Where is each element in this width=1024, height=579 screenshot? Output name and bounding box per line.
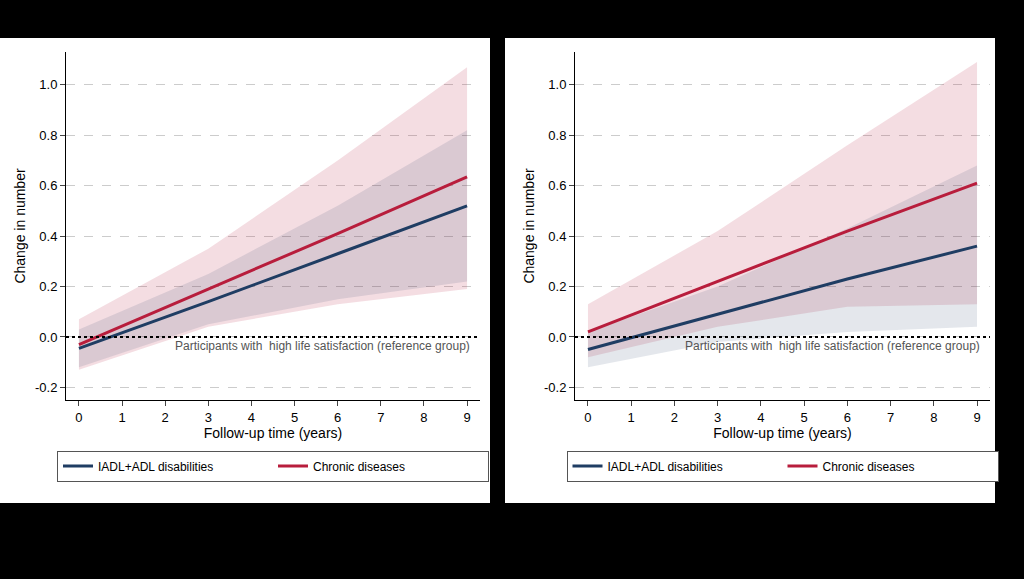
svg-text:0.6: 0.6 (39, 178, 57, 193)
svg-text:Change in number: Change in number (12, 168, 28, 284)
svg-text:0.2: 0.2 (548, 279, 566, 294)
svg-text:0.6: 0.6 (548, 178, 566, 193)
svg-text:0.8: 0.8 (548, 128, 566, 143)
svg-text:0: 0 (584, 410, 591, 425)
svg-text:Chronic diseases: Chronic diseases (313, 460, 405, 474)
svg-text:IADL+ADL disabilities: IADL+ADL disabilities (98, 460, 213, 474)
svg-text:-0.2: -0.2 (544, 380, 566, 395)
svg-text:0.4: 0.4 (39, 229, 57, 244)
svg-text:7: 7 (887, 410, 894, 425)
svg-text:9: 9 (973, 410, 980, 425)
svg-text:4: 4 (248, 410, 255, 425)
svg-text:6: 6 (844, 410, 851, 425)
svg-text:IADL+ADL disabilities: IADL+ADL disabilities (608, 460, 723, 474)
svg-text:2: 2 (162, 410, 169, 425)
svg-text:0.0: 0.0 (548, 330, 566, 345)
svg-text:1: 1 (118, 410, 125, 425)
svg-text:0.2: 0.2 (39, 279, 57, 294)
svg-text:3: 3 (714, 410, 721, 425)
svg-text:5: 5 (800, 410, 807, 425)
svg-text:6: 6 (334, 410, 341, 425)
svg-text:2: 2 (671, 410, 678, 425)
svg-text:Follow-up time (years): Follow-up time (years) (713, 425, 851, 441)
svg-text:0.4: 0.4 (548, 229, 566, 244)
svg-text:1: 1 (628, 410, 635, 425)
svg-text:5: 5 (291, 410, 298, 425)
svg-text:8: 8 (930, 410, 937, 425)
svg-text:Participants with high life s: Participants with high life satisfaction… (175, 339, 470, 353)
svg-text:1.0: 1.0 (548, 77, 566, 92)
svg-text:Chronic diseases: Chronic diseases (823, 460, 915, 474)
svg-text:Follow-up time (years): Follow-up time (years) (204, 425, 342, 441)
svg-text:0.8: 0.8 (39, 128, 57, 143)
svg-text:-0.2: -0.2 (35, 380, 57, 395)
svg-text:4: 4 (757, 410, 764, 425)
svg-text:0: 0 (75, 410, 82, 425)
svg-text:1.0: 1.0 (39, 77, 57, 92)
svg-text:Participants with high life s: Participants with high life satisfaction… (685, 339, 980, 353)
svg-text:Change in number: Change in number (521, 168, 537, 284)
svg-text:3: 3 (205, 410, 212, 425)
svg-text:0.0: 0.0 (39, 330, 57, 345)
svg-text:9: 9 (463, 410, 470, 425)
svg-text:8: 8 (420, 410, 427, 425)
svg-text:7: 7 (377, 410, 384, 425)
